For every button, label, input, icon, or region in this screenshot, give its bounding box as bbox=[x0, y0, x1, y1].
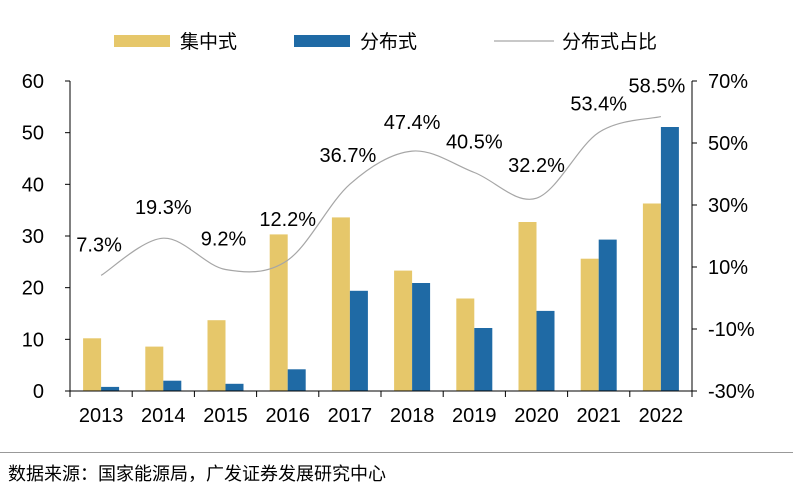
left-tick-label: 40 bbox=[22, 174, 44, 196]
chart: 集中式 分布式 分布式占比 0 10 20 30 40 50 60 -30% -10% 10% 30%… bbox=[22, 31, 755, 427]
right-tick-label: 30% bbox=[708, 195, 748, 217]
left-tick-label: 30 bbox=[22, 226, 44, 248]
x-tick-label-2018: 2018 bbox=[390, 405, 435, 427]
right-tick-label: 70% bbox=[708, 71, 748, 93]
bar-centralized-2013 bbox=[83, 338, 102, 391]
share-label-2014: 19.3% bbox=[135, 197, 192, 219]
bar-distributed-2013 bbox=[101, 386, 120, 391]
bar-centralized-2022 bbox=[642, 203, 661, 391]
right-tick-label: 10% bbox=[708, 257, 748, 279]
bar-centralized-2015 bbox=[207, 320, 226, 391]
bar-centralized-2016 bbox=[269, 234, 288, 391]
bars bbox=[83, 127, 679, 391]
bar-centralized-2020 bbox=[518, 222, 537, 391]
bar-distributed-2014 bbox=[163, 380, 182, 391]
bar-centralized-2019 bbox=[456, 298, 475, 391]
legend-label-0: 集中式 bbox=[180, 31, 237, 53]
right-tick-label: -10% bbox=[708, 319, 755, 341]
source-note: 数据来源：国家能源局，广发证券发展研究中心 bbox=[8, 464, 386, 485]
x-tick-label-2014: 2014 bbox=[141, 405, 186, 427]
x-tick-label-2020: 2020 bbox=[514, 405, 559, 427]
share-label-2018: 47.4% bbox=[384, 112, 441, 134]
left-tick-label: 60 bbox=[22, 71, 44, 93]
bar-distributed-2018 bbox=[412, 283, 431, 391]
share-label-2017: 36.7% bbox=[320, 145, 377, 167]
left-y-axis: 0 10 20 30 40 50 60 bbox=[22, 71, 71, 403]
bar-centralized-2018 bbox=[394, 270, 413, 391]
x-tick-label-2015: 2015 bbox=[203, 405, 248, 427]
legend-swatch-0 bbox=[114, 35, 170, 47]
source-divider bbox=[0, 452, 793, 453]
bar-distributed-2021 bbox=[598, 239, 617, 391]
right-tick-label: 50% bbox=[708, 133, 748, 155]
x-tick-label-2013: 2013 bbox=[79, 405, 124, 427]
bar-distributed-2015 bbox=[225, 383, 244, 391]
x-tick-label-2016: 2016 bbox=[265, 405, 310, 427]
right-y-axis: -30% -10% 10% 30% 50% 70% bbox=[691, 71, 755, 403]
left-tick-label: 10 bbox=[22, 329, 44, 351]
x-axis: 2013 2014 2015 2016 2017 2018 2019 2020 2021 2022 bbox=[69, 390, 693, 427]
x-tick-label-2017: 2017 bbox=[328, 405, 373, 427]
share-label-2016: 12.2% bbox=[259, 209, 316, 231]
bar-distributed-2022 bbox=[660, 127, 679, 391]
legend-label-2: 分布式占比 bbox=[562, 31, 657, 53]
bar-distributed-2016 bbox=[287, 369, 306, 391]
left-tick-label: 20 bbox=[22, 278, 44, 300]
share-line-path bbox=[100, 116, 662, 276]
x-tick-label-2022: 2022 bbox=[639, 405, 684, 427]
legend-swatch-1 bbox=[294, 35, 350, 47]
left-tick-label: 50 bbox=[22, 123, 44, 145]
share-label-2015: 9.2% bbox=[201, 228, 247, 250]
legend: 集中式 分布式 分布式占比 bbox=[114, 31, 657, 53]
share-line: 7.3% 19.3% 9.2% 12.2% 36.7% 47.4%40.5%32.2% 53… bbox=[76, 76, 685, 276]
bar-centralized-2021 bbox=[580, 258, 599, 391]
share-label-2013: 7.3% bbox=[76, 234, 122, 256]
bar-centralized-2014 bbox=[145, 346, 164, 391]
x-tick-label-2021: 2021 bbox=[576, 405, 621, 427]
share-label-2021: 53.4% bbox=[570, 93, 627, 115]
share-label-2022: 58.5% bbox=[629, 76, 686, 98]
bar-distributed-2019 bbox=[474, 328, 493, 391]
bar-centralized-2017 bbox=[331, 217, 350, 391]
x-tick-label-2019: 2019 bbox=[452, 405, 497, 427]
share-label-2020: 32.2% bbox=[508, 155, 565, 177]
right-tick-label: -30% bbox=[708, 381, 755, 403]
bar-distributed-2017 bbox=[349, 290, 368, 391]
left-tick-label: 0 bbox=[33, 381, 44, 403]
legend-label-1: 分布式 bbox=[360, 31, 417, 53]
share-label-2019: 40.5% bbox=[446, 131, 503, 153]
bar-distributed-2020 bbox=[536, 310, 555, 391]
